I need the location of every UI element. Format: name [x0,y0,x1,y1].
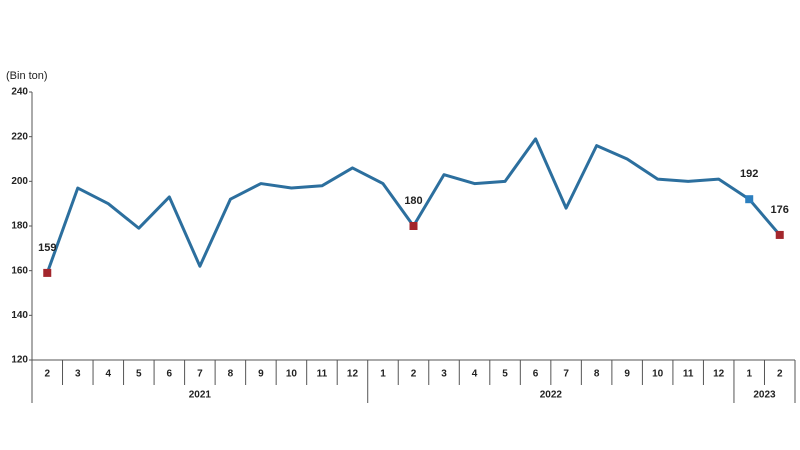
x-tick-label: 8 [228,369,234,380]
x-tick-label: 9 [624,369,630,380]
value-label: 176 [771,204,789,216]
x-tick-label: 10 [652,369,664,380]
x-tick-label: 11 [317,369,328,380]
y-tick-label: 200 [11,176,28,187]
x-tick-label: 10 [286,369,298,380]
x-tick-label: 7 [563,369,569,380]
x-tick-label: 11 [683,369,694,380]
y-axis-label: (Bin ton) [6,70,48,82]
x-tick-label: 12 [347,369,359,380]
x-tick-label: 2 [411,369,417,380]
x-tick-label: 3 [441,369,447,380]
x-tick-label: 2 [44,369,50,380]
x-tick-label: 1 [746,369,752,380]
x-tick-label: 5 [136,369,142,380]
x-tick-label: 9 [258,369,264,380]
x-tick-label: 6 [533,369,539,380]
x-tick-label: 2 [777,369,783,380]
y-tick-label: 160 [11,265,28,276]
value-label: 180 [404,195,422,207]
group-label: 2022 [540,390,563,401]
y-tick-label: 120 [11,355,28,366]
x-tick-label: 5 [502,369,508,380]
x-tick-label: 8 [594,369,600,380]
value-label: 192 [740,168,758,180]
x-tick-label: 12 [713,369,725,380]
x-tick-label: 4 [106,369,112,380]
data-point [775,230,784,239]
group-label: 2023 [753,390,776,401]
x-tick-label: 3 [75,369,81,380]
x-tick-label: 4 [472,369,478,380]
x-tick-label: 7 [197,369,203,380]
x-tick-label: 1 [380,369,386,380]
y-tick-label: 180 [11,221,28,232]
data-point [43,268,52,277]
value-label: 159 [38,242,56,254]
data-point [409,222,418,230]
y-tick-label: 240 [11,87,28,98]
y-tick-label: 220 [11,131,28,142]
data-point [745,195,754,204]
y-tick-label: 140 [11,310,28,321]
group-label: 2021 [189,390,212,401]
x-tick-label: 6 [167,369,173,380]
